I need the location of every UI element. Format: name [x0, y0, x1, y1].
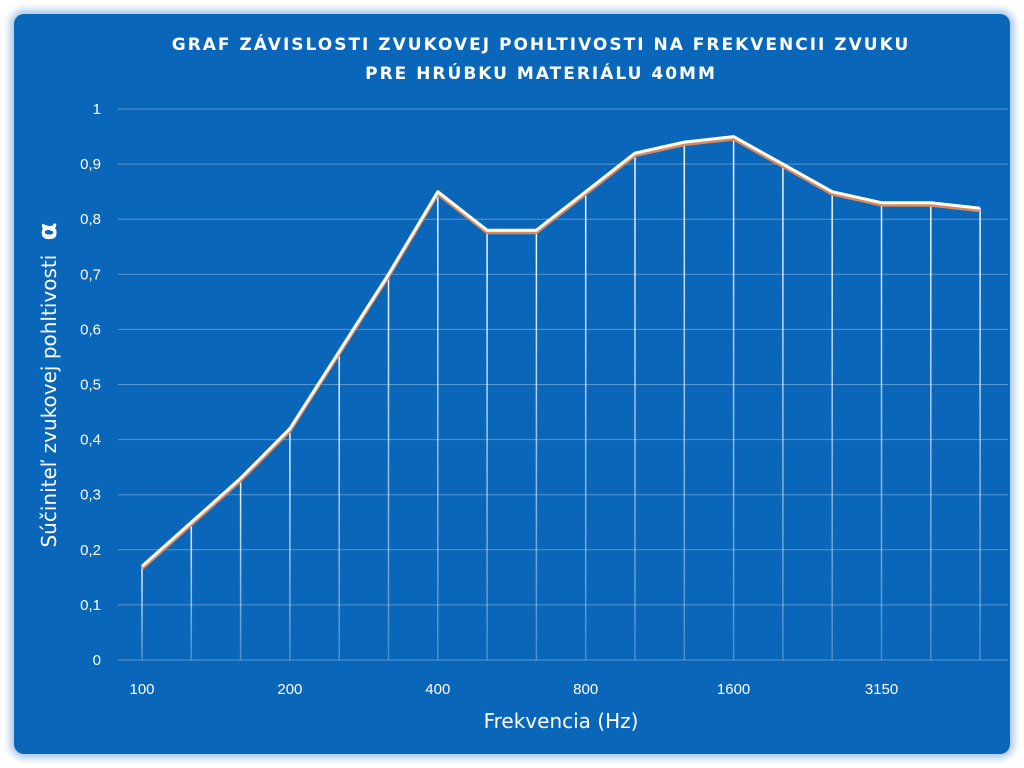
y-axis-label: Súčiniteľ zvukovej pohltivosti [37, 255, 61, 548]
drop-line [535, 230, 538, 660]
drop-line [683, 142, 686, 660]
drop-line [289, 428, 291, 660]
drop-line [584, 191, 587, 660]
y-axis-symbol: α [33, 222, 63, 240]
x-tick-label: 400 [425, 681, 450, 698]
chart-title-line1: GRAF ZÁVISLOSTI ZVUKOVEJ POHLTIVOSTI NA … [172, 33, 911, 55]
x-tick-label: 800 [573, 681, 598, 698]
y-tick-label: 0,6 [80, 321, 101, 338]
drop-line [387, 274, 390, 660]
y-tick-labels: 0 0,1 0,2 0,3 0,4 0,5 0,6 0,7 0,8 0,9 1 [80, 101, 101, 669]
svg-text:Súčiniteľ zvukovej pohltivosti: Súčiniteľ zvukovej pohltivosti α [33, 222, 63, 547]
y-tick-label: 0,4 [80, 432, 101, 449]
chart-frame [14, 14, 1010, 754]
drop-line [880, 202, 883, 661]
drop-line [634, 153, 636, 660]
gridlines [118, 108, 1008, 661]
drop-line [190, 522, 193, 660]
drop-line [930, 202, 932, 661]
drop-line [141, 566, 143, 660]
y-tick-label: 0,5 [80, 377, 101, 394]
x-axis-label: Frekvencia (Hz) [484, 709, 639, 733]
drop-line [831, 191, 833, 660]
drop-line [782, 164, 784, 660]
series-lines [141, 135, 981, 570]
drop-line [732, 136, 735, 661]
drop-line [239, 478, 242, 660]
drop-line [486, 230, 488, 660]
y-tick-label: 0 [93, 652, 101, 669]
x-tick-label: 3150 [865, 681, 898, 698]
y-tick-label: 0,2 [80, 542, 101, 559]
x-tick-label: 200 [277, 681, 302, 698]
drop-line [437, 191, 439, 660]
y-tick-label: 0,9 [80, 156, 101, 173]
y-tick-label: 1 [93, 101, 101, 118]
y-tick-label: 0,3 [80, 487, 101, 504]
y-tick-label: 0,1 [80, 597, 101, 614]
series-line-shadow [141, 137, 981, 570]
x-tick-label: 1600 [717, 681, 750, 698]
drop-line [979, 208, 981, 660]
x-tick-labels: 100 200 400 800 1600 3150 [129, 681, 898, 698]
y-axis-label-group: Súčiniteľ zvukovej pohltivosti α [33, 222, 63, 547]
drop-line [338, 351, 340, 660]
drop-lines [141, 136, 981, 661]
y-tick-label: 0,8 [80, 211, 101, 228]
series-line [141, 135, 981, 568]
x-tick-label: 100 [129, 681, 154, 698]
chart-title-line2: PRE HRÚBKU MATERIÁLU 40MM [365, 62, 717, 84]
y-tick-label: 0,7 [80, 266, 101, 283]
